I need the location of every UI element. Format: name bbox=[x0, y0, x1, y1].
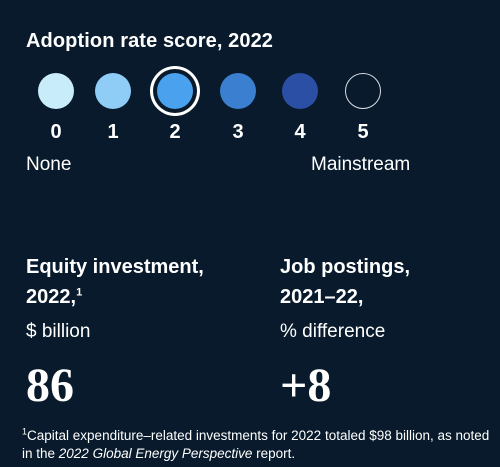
footnote-marker: 1 bbox=[22, 426, 28, 437]
equity-label-line2: 2022, bbox=[26, 286, 77, 308]
equity-investment-metric: Equity investment, 2022,1 $ billion 86 bbox=[26, 252, 204, 414]
job-postings-label: Job postings, 2021–22, bbox=[280, 252, 410, 312]
equity-investment-value: 86 bbox=[26, 359, 74, 412]
scale-high-label: Mainstream bbox=[311, 154, 411, 175]
adoption-level-2-circle bbox=[157, 73, 193, 109]
equity-investment-unit: $ billion bbox=[26, 321, 91, 342]
footnote-text-end: report. bbox=[252, 446, 296, 461]
jobs-label-line2: 2021–22, bbox=[280, 286, 364, 308]
equity-footnote-ref: 1 bbox=[76, 286, 83, 299]
job-postings-value: +8 bbox=[280, 359, 332, 412]
jobs-label-line1: Job postings, bbox=[280, 256, 410, 278]
equity-label-line1: Equity investment, bbox=[26, 256, 204, 278]
equity-investment-label: Equity investment, 2022,1 bbox=[26, 252, 204, 312]
job-postings-unit: % difference bbox=[280, 321, 386, 342]
adoption-title: Adoption rate score, 2022 bbox=[26, 30, 274, 52]
adoption-level-5-number: 5 bbox=[357, 121, 369, 143]
adoption-level-4-circle bbox=[282, 73, 318, 109]
adoption-level-2-number: 2 bbox=[169, 121, 181, 143]
adoption-level-3-number: 3 bbox=[232, 121, 244, 143]
job-postings-metric: Job postings, 2021–22, % difference +8 bbox=[280, 252, 410, 414]
adoption-level-1-circle bbox=[95, 73, 131, 109]
footnote-report-title: 2022 Global Energy Perspective bbox=[58, 446, 253, 461]
adoption-level-4-number: 4 bbox=[294, 121, 306, 143]
adoption-level-5-circle bbox=[345, 73, 381, 109]
adoption-level-1-number: 1 bbox=[107, 121, 119, 143]
footnote-text: Capital expenditure–related investments … bbox=[22, 428, 490, 461]
adoption-level-0-circle bbox=[38, 73, 74, 109]
adoption-rate-scale: 0 1 2 3 4 5 None Mainstream bbox=[0, 0, 500, 200]
scale-low-label: None bbox=[26, 154, 72, 175]
footnote: 1Capital expenditure–related investments… bbox=[22, 427, 492, 463]
adoption-level-0-number: 0 bbox=[50, 121, 62, 143]
adoption-level-3-circle bbox=[220, 73, 256, 109]
